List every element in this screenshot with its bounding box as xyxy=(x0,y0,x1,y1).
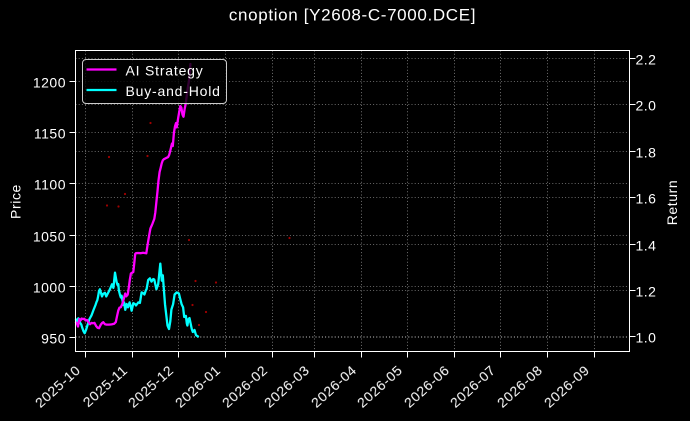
svg-text:1.8: 1.8 xyxy=(636,145,657,161)
svg-text:1.4: 1.4 xyxy=(636,238,657,254)
svg-text:1150: 1150 xyxy=(34,126,66,142)
svg-text:cnoption [Y2608-C-7000.DCE]: cnoption [Y2608-C-7000.DCE] xyxy=(229,6,476,25)
svg-text:Return: Return xyxy=(664,180,680,226)
svg-text:950: 950 xyxy=(41,331,66,347)
svg-text:1000: 1000 xyxy=(33,280,66,296)
svg-text:1050: 1050 xyxy=(33,229,66,245)
svg-text:Price: Price xyxy=(8,184,24,219)
svg-text:1100: 1100 xyxy=(34,177,66,193)
svg-text:AI Strategy: AI Strategy xyxy=(126,63,204,79)
svg-text:Buy-and-Hold: Buy-and-Hold xyxy=(126,83,221,99)
svg-text:1200: 1200 xyxy=(33,75,66,91)
svg-text:2.2: 2.2 xyxy=(636,52,657,68)
svg-text:1.2: 1.2 xyxy=(636,284,657,300)
svg-text:1.0: 1.0 xyxy=(636,330,657,346)
svg-text:2.0: 2.0 xyxy=(636,98,657,114)
svg-text:1.6: 1.6 xyxy=(636,191,657,207)
